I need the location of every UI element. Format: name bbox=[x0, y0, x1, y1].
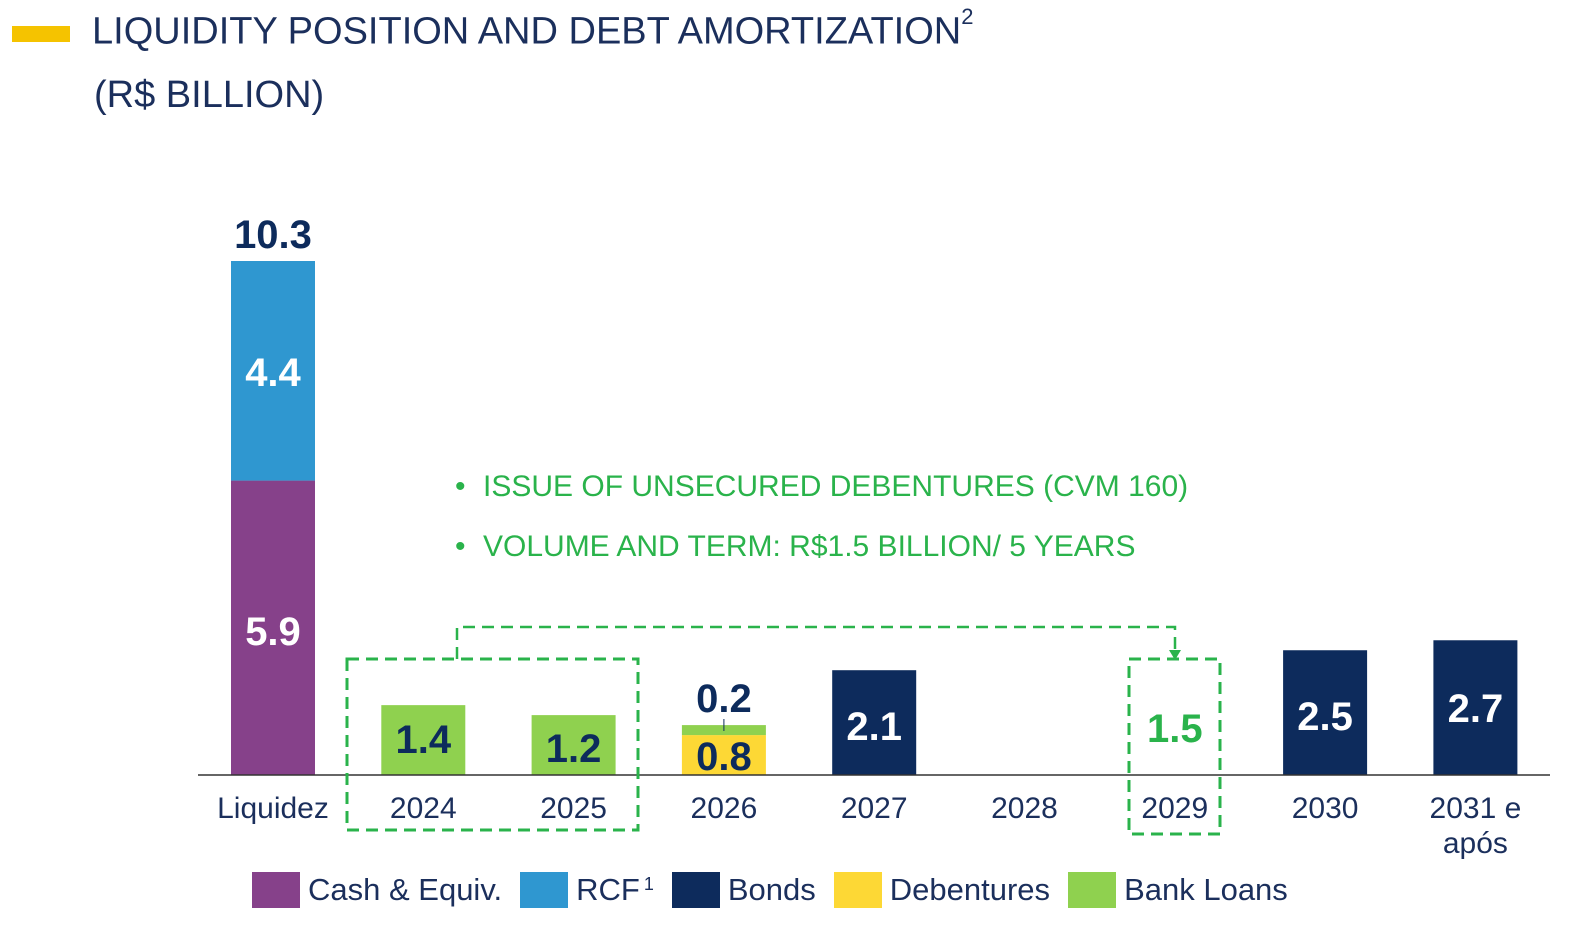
legend-swatch-rcf bbox=[520, 872, 569, 908]
legend-label-bonds: Bonds bbox=[727, 872, 816, 907]
data-label-cash: 5.9 bbox=[245, 610, 301, 654]
data-label-2031: 2.7 bbox=[1448, 687, 1504, 731]
data-label-2029-new-issue: 1.5 bbox=[1147, 707, 1203, 751]
legend-label-bank-loans: Bank Loans bbox=[1124, 872, 1288, 907]
issue-note-2: • VOLUME AND TERM: R$1.5 BILLION/ 5 YEARS bbox=[455, 530, 1136, 563]
legend-swatch-cash bbox=[252, 872, 300, 908]
x-tick-label-2024: 2024 bbox=[390, 792, 457, 825]
legend-item-debentures: Debentures bbox=[833, 872, 1051, 908]
refinancing-connector bbox=[455, 625, 1177, 659]
data-label-2026-debentures: 0.8 bbox=[696, 735, 752, 779]
x-tick-label-2031a: 2031 e bbox=[1430, 792, 1522, 825]
x-tick-label-2025: 2025 bbox=[540, 792, 607, 825]
chart-subtitle: (R$ BILLION) bbox=[94, 74, 325, 116]
data-label-2027: 2.1 bbox=[846, 705, 902, 749]
bar-2026-debentures bbox=[681, 735, 766, 775]
x-tick-label-2029: 2029 bbox=[1141, 792, 1208, 825]
bar-2025-bank bbox=[531, 715, 616, 775]
legend-item-bonds: Bonds bbox=[671, 872, 816, 908]
data-label-rcf: 4.4 bbox=[245, 351, 301, 395]
bar-liquidez-rcf bbox=[231, 261, 315, 481]
legend-label-cash: Cash & Equiv. bbox=[308, 872, 503, 907]
title-accent-bar bbox=[12, 26, 70, 42]
chart-title: LIQUIDITY POSITION AND DEBT AMORTIZATION… bbox=[92, 4, 974, 53]
legend-swatch-bank-loans bbox=[1068, 872, 1117, 908]
refinancing-arrowhead bbox=[1169, 650, 1181, 660]
bar-2024-bank bbox=[381, 705, 466, 775]
legend-swatch-bonds bbox=[671, 872, 720, 908]
x-tick-label-liquidez: Liquidez bbox=[217, 792, 329, 825]
bar-liquidez-cash bbox=[231, 480, 315, 775]
data-label-liquidez-total: 10.3 bbox=[234, 213, 312, 257]
bar-2031-e-após-bonds bbox=[1433, 640, 1518, 775]
x-tick-label-2027: 2027 bbox=[841, 792, 908, 825]
issue-note-1: • ISSUE OF UNSECURED DEBENTURES (CVM 160) bbox=[455, 470, 1189, 503]
bar-2030-bonds bbox=[1283, 650, 1368, 775]
data-label-2024: 1.4 bbox=[395, 718, 451, 762]
data-label-2030: 2.5 bbox=[1297, 695, 1353, 739]
chart-legend: Cash & Equiv. RCF 1 Bonds Debentures Bank… bbox=[252, 872, 1306, 908]
data-label-2026-bank-loans: 0.2 bbox=[696, 677, 752, 721]
x-tick-label-2030: 2030 bbox=[1292, 792, 1359, 825]
data-label-2025: 1.2 bbox=[546, 727, 602, 771]
bar-2027-bonds bbox=[832, 670, 917, 775]
x-tick-label-2031b: após bbox=[1443, 827, 1508, 860]
legend-swatch-debentures bbox=[833, 872, 882, 908]
legend-label-debentures: Debentures bbox=[889, 872, 1051, 907]
x-tick-label-2028: 2028 bbox=[991, 792, 1058, 825]
highlight-box-2024-2025 bbox=[345, 657, 640, 832]
legend-label-rcf: RCF bbox=[576, 872, 640, 907]
legend-item-cash: Cash & Equiv. bbox=[252, 872, 502, 908]
legend-item-rcf: RCF 1 bbox=[520, 872, 654, 908]
x-tick-label-2026: 2026 bbox=[691, 792, 758, 825]
legend-item-bank-loans: Bank Loans bbox=[1068, 872, 1288, 908]
